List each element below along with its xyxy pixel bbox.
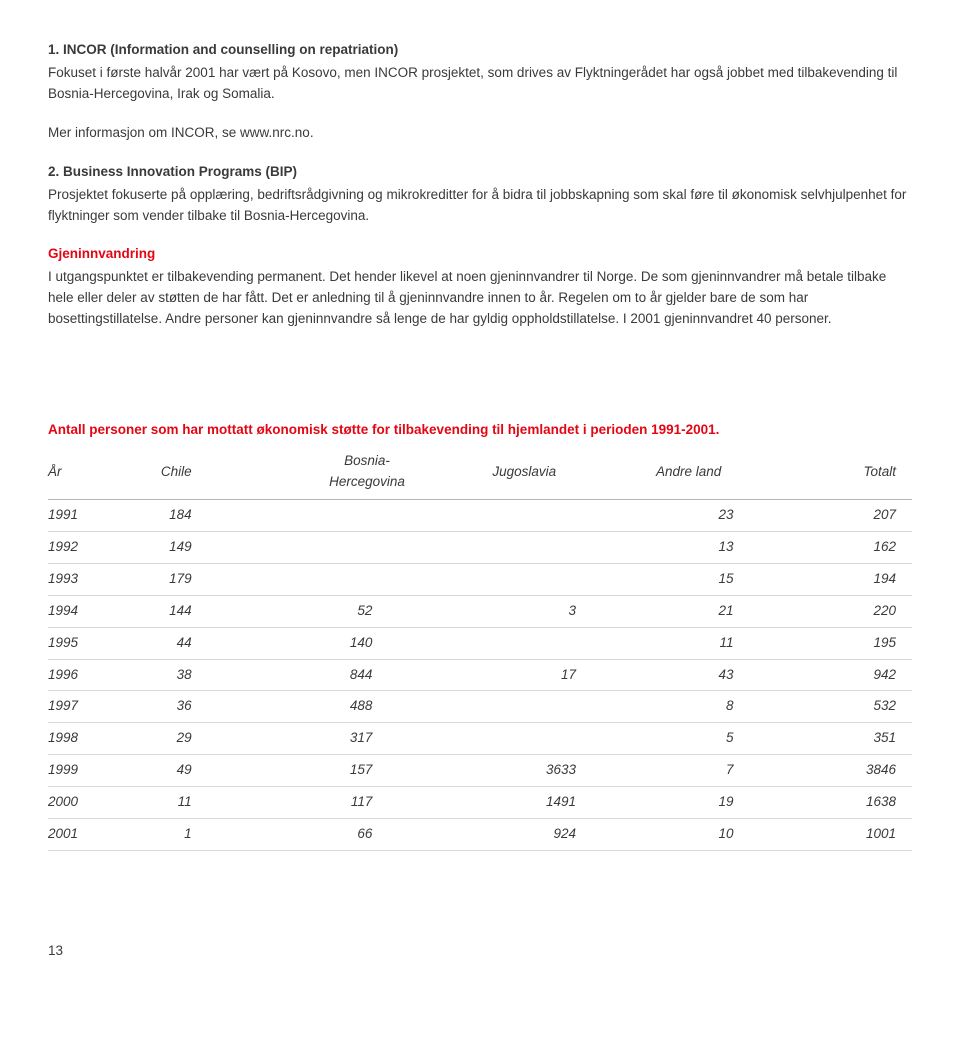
cell-year: 1996 bbox=[48, 659, 106, 691]
cell-chile: 36 bbox=[106, 691, 282, 723]
table-title: Antall personer som har mottatt økonomis… bbox=[48, 420, 912, 441]
cell-year: 1997 bbox=[48, 691, 106, 723]
incor-title: 1. INCOR (Information and counselling on… bbox=[48, 40, 912, 61]
table-row: 199544140 11195 bbox=[48, 627, 912, 659]
col-year: År bbox=[48, 445, 106, 499]
col-bosnia-l1: Bosnia- bbox=[344, 453, 390, 468]
cell-jugo bbox=[452, 531, 656, 563]
cell-andre: 8 bbox=[656, 691, 823, 723]
cell-bosnia bbox=[282, 531, 453, 563]
cell-total: 1638 bbox=[823, 787, 912, 819]
cell-chile: 179 bbox=[106, 563, 282, 595]
cell-year: 1992 bbox=[48, 531, 106, 563]
col-chile: Chile bbox=[106, 445, 282, 499]
incor-para2: Mer informasjon om INCOR, se www.nrc.no. bbox=[48, 123, 912, 144]
cell-andre: 23 bbox=[656, 499, 823, 531]
cell-bosnia: 488 bbox=[282, 691, 453, 723]
data-table: År Chile Bosnia- Hercegovina Jugoslavia … bbox=[48, 445, 912, 851]
cell-total: 351 bbox=[823, 723, 912, 755]
cell-andre: 11 bbox=[656, 627, 823, 659]
table-row: 1996388441743942 bbox=[48, 659, 912, 691]
col-bosnia: Bosnia- Hercegovina bbox=[282, 445, 453, 499]
col-totalt: Totalt bbox=[823, 445, 912, 499]
cell-jugo: 3633 bbox=[452, 755, 656, 787]
cell-andre: 5 bbox=[656, 723, 823, 755]
cell-andre: 19 bbox=[656, 787, 823, 819]
cell-chile: 149 bbox=[106, 531, 282, 563]
cell-jugo bbox=[452, 499, 656, 531]
cell-bosnia: 117 bbox=[282, 787, 453, 819]
cell-year: 1994 bbox=[48, 595, 106, 627]
cell-chile: 38 bbox=[106, 659, 282, 691]
table-row: 199414452321220 bbox=[48, 595, 912, 627]
cell-jugo: 3 bbox=[452, 595, 656, 627]
cell-year: 1991 bbox=[48, 499, 106, 531]
cell-year: 1993 bbox=[48, 563, 106, 595]
cell-total: 942 bbox=[823, 659, 912, 691]
cell-chile: 11 bbox=[106, 787, 282, 819]
col-jugoslavia: Jugoslavia bbox=[452, 445, 656, 499]
cell-bosnia bbox=[282, 499, 453, 531]
cell-andre: 7 bbox=[656, 755, 823, 787]
table-header-row: År Chile Bosnia- Hercegovina Jugoslavia … bbox=[48, 445, 912, 499]
cell-chile: 29 bbox=[106, 723, 282, 755]
cell-bosnia: 844 bbox=[282, 659, 453, 691]
cell-year: 1999 bbox=[48, 755, 106, 787]
col-andre: Andre land bbox=[656, 445, 823, 499]
cell-bosnia: 317 bbox=[282, 723, 453, 755]
cell-total: 3846 bbox=[823, 755, 912, 787]
cell-chile: 1 bbox=[106, 819, 282, 851]
cell-year: 2001 bbox=[48, 819, 106, 851]
cell-bosnia: 66 bbox=[282, 819, 453, 851]
cell-total: 162 bbox=[823, 531, 912, 563]
cell-andre: 15 bbox=[656, 563, 823, 595]
cell-total: 194 bbox=[823, 563, 912, 595]
bip-title: 2. Business Innovation Programs (BIP) bbox=[48, 162, 912, 183]
cell-jugo: 1491 bbox=[452, 787, 656, 819]
cell-bosnia bbox=[282, 563, 453, 595]
cell-total: 220 bbox=[823, 595, 912, 627]
cell-jugo bbox=[452, 691, 656, 723]
table-body: 199118423207 199214913162 199317915194 1… bbox=[48, 499, 912, 850]
cell-total: 532 bbox=[823, 691, 912, 723]
table-row: 199736488 8532 bbox=[48, 691, 912, 723]
table-row: 1993179 15194 bbox=[48, 563, 912, 595]
table-row: 2000111171491191638 bbox=[48, 787, 912, 819]
table-row: 1992149 13162 bbox=[48, 531, 912, 563]
table-row: 199949157363373846 bbox=[48, 755, 912, 787]
cell-jugo bbox=[452, 723, 656, 755]
cell-total: 207 bbox=[823, 499, 912, 531]
table-row: 1991184 23207 bbox=[48, 499, 912, 531]
cell-chile: 144 bbox=[106, 595, 282, 627]
cell-bosnia: 140 bbox=[282, 627, 453, 659]
cell-year: 1998 bbox=[48, 723, 106, 755]
cell-jugo: 924 bbox=[452, 819, 656, 851]
cell-jugo bbox=[452, 563, 656, 595]
cell-andre: 21 bbox=[656, 595, 823, 627]
bip-para: Prosjektet fokuserte på opplæring, bedri… bbox=[48, 185, 912, 227]
cell-chile: 184 bbox=[106, 499, 282, 531]
gjeninnvandring-heading: Gjeninnvandring bbox=[48, 244, 912, 265]
cell-chile: 49 bbox=[106, 755, 282, 787]
cell-jugo bbox=[452, 627, 656, 659]
table-row: 2001166924101001 bbox=[48, 819, 912, 851]
cell-total: 1001 bbox=[823, 819, 912, 851]
cell-andre: 13 bbox=[656, 531, 823, 563]
cell-bosnia: 52 bbox=[282, 595, 453, 627]
cell-year: 1995 bbox=[48, 627, 106, 659]
col-bosnia-l2: Hercegovina bbox=[329, 474, 405, 489]
incor-para1: Fokuset i første halvår 2001 har vært på… bbox=[48, 63, 912, 105]
gjeninnvandring-para: I utgangspunktet er tilbakevending perma… bbox=[48, 267, 912, 330]
cell-bosnia: 157 bbox=[282, 755, 453, 787]
cell-chile: 44 bbox=[106, 627, 282, 659]
cell-andre: 43 bbox=[656, 659, 823, 691]
cell-andre: 10 bbox=[656, 819, 823, 851]
cell-jugo: 17 bbox=[452, 659, 656, 691]
cell-total: 195 bbox=[823, 627, 912, 659]
table-row: 199829317 5351 bbox=[48, 723, 912, 755]
cell-year: 2000 bbox=[48, 787, 106, 819]
page-number: 13 bbox=[48, 941, 912, 962]
